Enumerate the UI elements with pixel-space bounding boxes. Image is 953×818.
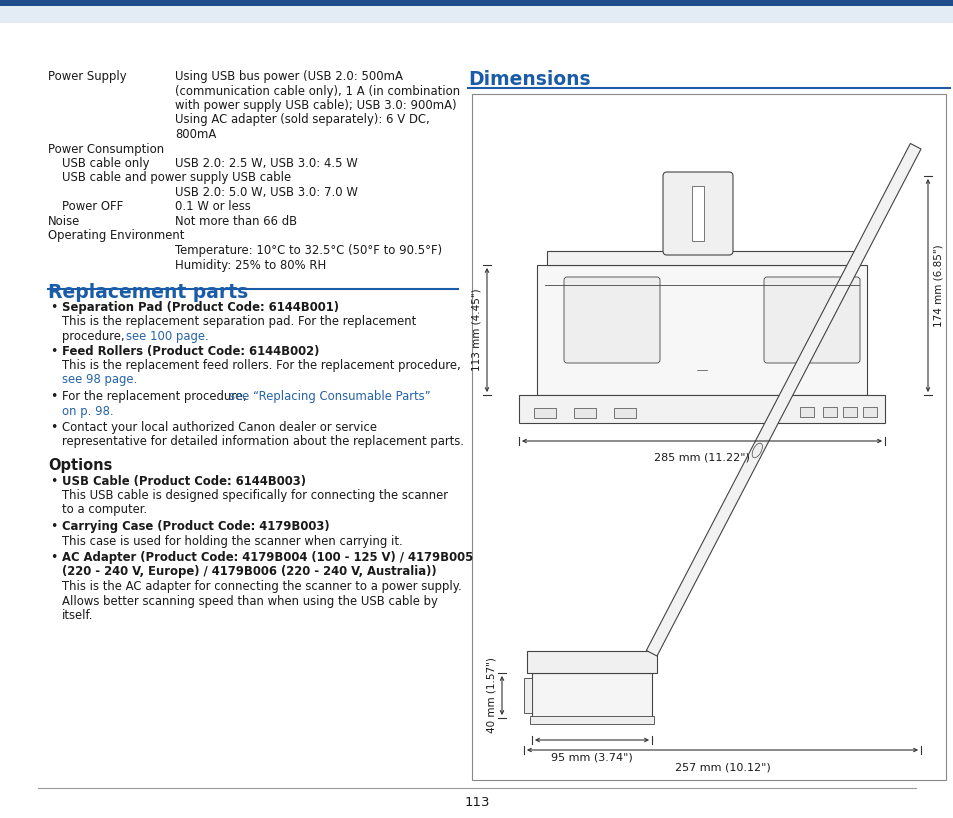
Text: USB Cable (Product Code: 6144B003): USB Cable (Product Code: 6144B003) <box>62 474 306 488</box>
Text: representative for detailed information about the replacement parts.: representative for detailed information … <box>62 435 463 448</box>
Text: Contact your local authorized Canon dealer or service: Contact your local authorized Canon deal… <box>62 421 376 434</box>
Text: •: • <box>50 344 57 357</box>
Text: Replacement parts: Replacement parts <box>48 283 248 302</box>
Text: (communication cable only), 1 A (in combination: (communication cable only), 1 A (in comb… <box>174 84 459 97</box>
Text: USB cable only: USB cable only <box>62 157 150 170</box>
Text: Using AC adapter (sold separately): 6 V DC,: Using AC adapter (sold separately): 6 V … <box>174 114 429 127</box>
Text: Separation Pad (Product Code: 6144B001): Separation Pad (Product Code: 6144B001) <box>62 301 338 314</box>
Text: •: • <box>50 474 57 488</box>
Text: 113 mm (4.45"): 113 mm (4.45") <box>472 289 481 371</box>
Text: This is the replacement feed rollers. For the replacement procedure,: This is the replacement feed rollers. Fo… <box>62 359 460 372</box>
Bar <box>0 0 953 6</box>
Text: to a computer.: to a computer. <box>62 504 147 516</box>
Bar <box>526 651 657 673</box>
Text: USB cable and power supply USB cable: USB cable and power supply USB cable <box>62 172 291 185</box>
Bar <box>532 673 651 718</box>
Bar <box>574 408 596 418</box>
Text: Feed Rollers (Product Code: 6144B002): Feed Rollers (Product Code: 6144B002) <box>62 344 319 357</box>
Text: on p. 98.: on p. 98. <box>62 404 113 417</box>
Text: 95 mm (3.74"): 95 mm (3.74") <box>551 752 632 762</box>
Text: Using USB bus power (USB 2.0: 500mA: Using USB bus power (USB 2.0: 500mA <box>174 70 402 83</box>
Text: Humidity: 25% to 80% RH: Humidity: 25% to 80% RH <box>174 258 326 272</box>
Text: see 98 page.: see 98 page. <box>62 374 137 386</box>
Bar <box>691 186 703 241</box>
Text: procedure,: procedure, <box>62 330 129 343</box>
FancyBboxPatch shape <box>662 172 732 255</box>
Text: 174 mm (6.85"): 174 mm (6.85") <box>933 245 943 327</box>
Bar <box>800 407 813 417</box>
Text: Carrying Case (Product Code: 4179B003): Carrying Case (Product Code: 4179B003) <box>62 520 330 533</box>
Text: USB 2.0: 5.0 W, USB 3.0: 7.0 W: USB 2.0: 5.0 W, USB 3.0: 7.0 W <box>174 186 357 199</box>
Bar <box>546 251 856 265</box>
Text: 113: 113 <box>464 797 489 810</box>
Text: Noise: Noise <box>48 215 80 228</box>
Text: 40 mm (1.57"): 40 mm (1.57") <box>486 658 497 734</box>
Text: Power Consumption: Power Consumption <box>48 142 164 155</box>
Text: This case is used for holding the scanner when carrying it.: This case is used for holding the scanne… <box>62 534 402 547</box>
Text: 0.1 W or less: 0.1 W or less <box>174 200 251 213</box>
Bar <box>534 408 556 418</box>
Text: Operating Environment: Operating Environment <box>48 230 184 242</box>
Text: 257 mm (10.12"): 257 mm (10.12") <box>674 762 770 772</box>
Polygon shape <box>646 143 920 656</box>
Text: •: • <box>50 390 57 403</box>
FancyBboxPatch shape <box>763 277 859 363</box>
Text: •: • <box>50 301 57 314</box>
Text: see 100 page.: see 100 page. <box>126 330 209 343</box>
Text: see “Replacing Consumable Parts”: see “Replacing Consumable Parts” <box>229 390 430 403</box>
Bar <box>472 94 945 780</box>
Text: AC Adapter (Product Code: 4179B004 (100 - 125 V) / 4179B005: AC Adapter (Product Code: 4179B004 (100 … <box>62 551 473 564</box>
Bar <box>518 395 884 423</box>
Text: Power Supply: Power Supply <box>48 70 127 83</box>
FancyBboxPatch shape <box>563 277 659 363</box>
Text: This is the AC adapter for connecting the scanner to a power supply.: This is the AC adapter for connecting th… <box>62 580 461 593</box>
Text: This USB cable is designed specifically for connecting the scanner: This USB cable is designed specifically … <box>62 489 448 502</box>
Text: 285 mm (11.22"): 285 mm (11.22") <box>654 453 749 463</box>
Text: with power supply USB cable); USB 3.0: 900mA): with power supply USB cable); USB 3.0: 9… <box>174 99 456 112</box>
Bar <box>0 0 953 23</box>
Text: Dimensions: Dimensions <box>468 70 590 89</box>
Text: •: • <box>50 551 57 564</box>
Bar <box>523 678 532 713</box>
Text: •: • <box>50 520 57 533</box>
Text: itself.: itself. <box>62 609 93 622</box>
Text: Not more than 66 dB: Not more than 66 dB <box>174 215 296 228</box>
Bar <box>537 265 866 395</box>
Bar <box>614 408 636 418</box>
Text: This is the replacement separation pad. For the replacement: This is the replacement separation pad. … <box>62 316 416 329</box>
Text: •: • <box>50 421 57 434</box>
Bar <box>862 407 876 417</box>
Text: Options: Options <box>48 458 112 473</box>
Bar <box>842 407 856 417</box>
Text: For the replacement procedure,: For the replacement procedure, <box>62 390 250 403</box>
Text: Allows better scanning speed than when using the USB cable by: Allows better scanning speed than when u… <box>62 595 437 608</box>
Text: Power OFF: Power OFF <box>62 200 123 213</box>
Text: USB 2.0: 2.5 W, USB 3.0: 4.5 W: USB 2.0: 2.5 W, USB 3.0: 4.5 W <box>174 157 357 170</box>
Bar <box>530 716 654 724</box>
Text: (220 - 240 V, Europe) / 4179B006 (220 - 240 V, Australia)): (220 - 240 V, Europe) / 4179B006 (220 - … <box>62 565 436 578</box>
Bar <box>822 407 836 417</box>
Text: Temperature: 10°C to 32.5°C (50°F to 90.5°F): Temperature: 10°C to 32.5°C (50°F to 90.… <box>174 244 441 257</box>
Text: 800mA: 800mA <box>174 128 216 141</box>
Ellipse shape <box>751 443 761 458</box>
